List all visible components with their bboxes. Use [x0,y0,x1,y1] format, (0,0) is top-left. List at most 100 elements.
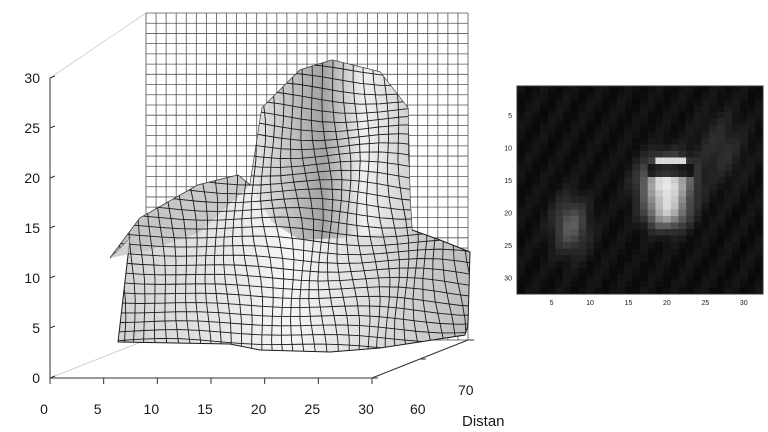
heatmap-cell [739,203,748,210]
heatmap-cell [755,151,764,158]
heatmap-cell [716,112,725,119]
heatmap-cell [686,183,695,191]
heatmap-cell [616,196,625,204]
heatmap-cell [547,203,556,210]
z-tick-label: 10 [24,270,40,286]
heatmap-cell [747,92,756,100]
heatmap-cell [716,105,725,113]
heatmap-cell [555,86,564,93]
heatmap-y-tick-label: 25 [504,243,512,250]
heatmap-cell [655,242,664,249]
heatmap-cell [593,196,602,204]
heatmap-cell [747,209,756,217]
heatmap-cell [640,255,648,262]
heatmap-y-tick-label: 20 [504,210,512,217]
heatmap-cell [693,105,702,113]
heatmap-cell [647,125,656,132]
heatmap-cell [686,203,695,210]
heatmap-cell [563,235,572,243]
heatmap-cell [755,118,764,126]
heatmap-cell [670,86,679,93]
heatmap-cell [517,196,525,204]
heatmap-cell [739,164,748,171]
heatmap-cell [732,144,741,152]
heatmap-cell [555,287,564,295]
mesh-line-vertical [298,60,317,352]
heatmap-cell [709,99,718,106]
heatmap-cell [517,183,525,191]
heatmap-cell [716,131,725,139]
heatmap-cell [517,274,525,282]
heatmap-cell [670,248,679,256]
heatmap-cell [709,196,718,204]
heatmap-cell [670,235,679,243]
heatmap-cell [555,248,564,256]
heatmap-cell [532,99,541,106]
heatmap-cell [609,112,618,119]
heatmap-cell [755,196,764,204]
heatmap-cell [586,86,595,93]
heatmap-cell [655,131,664,139]
heatmap-cell [670,281,679,288]
heatmap-cell [555,261,564,269]
heatmap-cell [586,274,595,282]
heatmap-cell [747,242,756,249]
heatmap-cell [670,222,679,230]
heatmap-cell [547,248,556,256]
heatmap-cell [640,242,648,249]
heatmap-cell [755,287,764,295]
heatmap-cell [593,248,602,256]
heatmap-cell [632,112,641,119]
heatmap-cell [686,118,695,126]
heatmap-cell [532,112,541,119]
heatmap-cell [701,222,710,230]
heatmap-cell [624,118,633,126]
heatmap-cell [532,183,541,191]
heatmap-cell [624,248,633,256]
heatmap-cell [647,274,656,282]
heatmap-cell [663,177,672,184]
heatmap-cell [540,144,549,152]
heatmap-cell [570,287,579,295]
heatmap-cell [555,92,564,100]
heatmap-cell [701,274,710,282]
heatmap-cell [624,112,633,119]
heatmap-cell [616,261,625,269]
heatmap-cell [732,287,741,295]
heatmap-cell [716,203,725,210]
heatmap-cell [732,92,741,100]
heatmap-cell [755,222,764,230]
heatmap-x-tick-label: 10 [586,300,594,307]
heatmap-cell [716,183,725,191]
heatmap-cell [609,99,618,106]
heatmap-cell [655,144,664,152]
heatmap-cell [517,92,525,100]
heatmap-cell [563,268,572,275]
heatmap-cell [701,170,710,178]
heatmap-cell [570,151,579,158]
heatmap-cell [663,170,672,178]
heatmap-cell [586,99,595,106]
heatmap-cell [609,222,618,230]
heatmap-cell [601,261,610,269]
heatmap-cell [578,261,587,269]
heatmap-cell [601,216,610,223]
heatmap-cell [578,99,587,106]
heatmap-cell [547,170,556,178]
heatmap-cell [555,183,564,191]
heatmap-cell [724,138,733,145]
heatmap-cell [686,138,695,145]
heatmap-cell [586,105,595,113]
heatmap-cell [670,118,679,126]
heatmap-cell [616,255,625,262]
heatmap-cell [609,235,618,243]
heatmap-cell [532,287,541,295]
heatmap-cell [663,216,672,223]
heatmap-cell [655,157,664,165]
heatmap-cell [601,92,610,100]
heatmap-cell [601,268,610,275]
heatmap-cell [616,138,625,145]
heatmap-cell [540,242,549,249]
heatmap-cell [578,151,587,158]
heatmap-cell [647,118,656,126]
